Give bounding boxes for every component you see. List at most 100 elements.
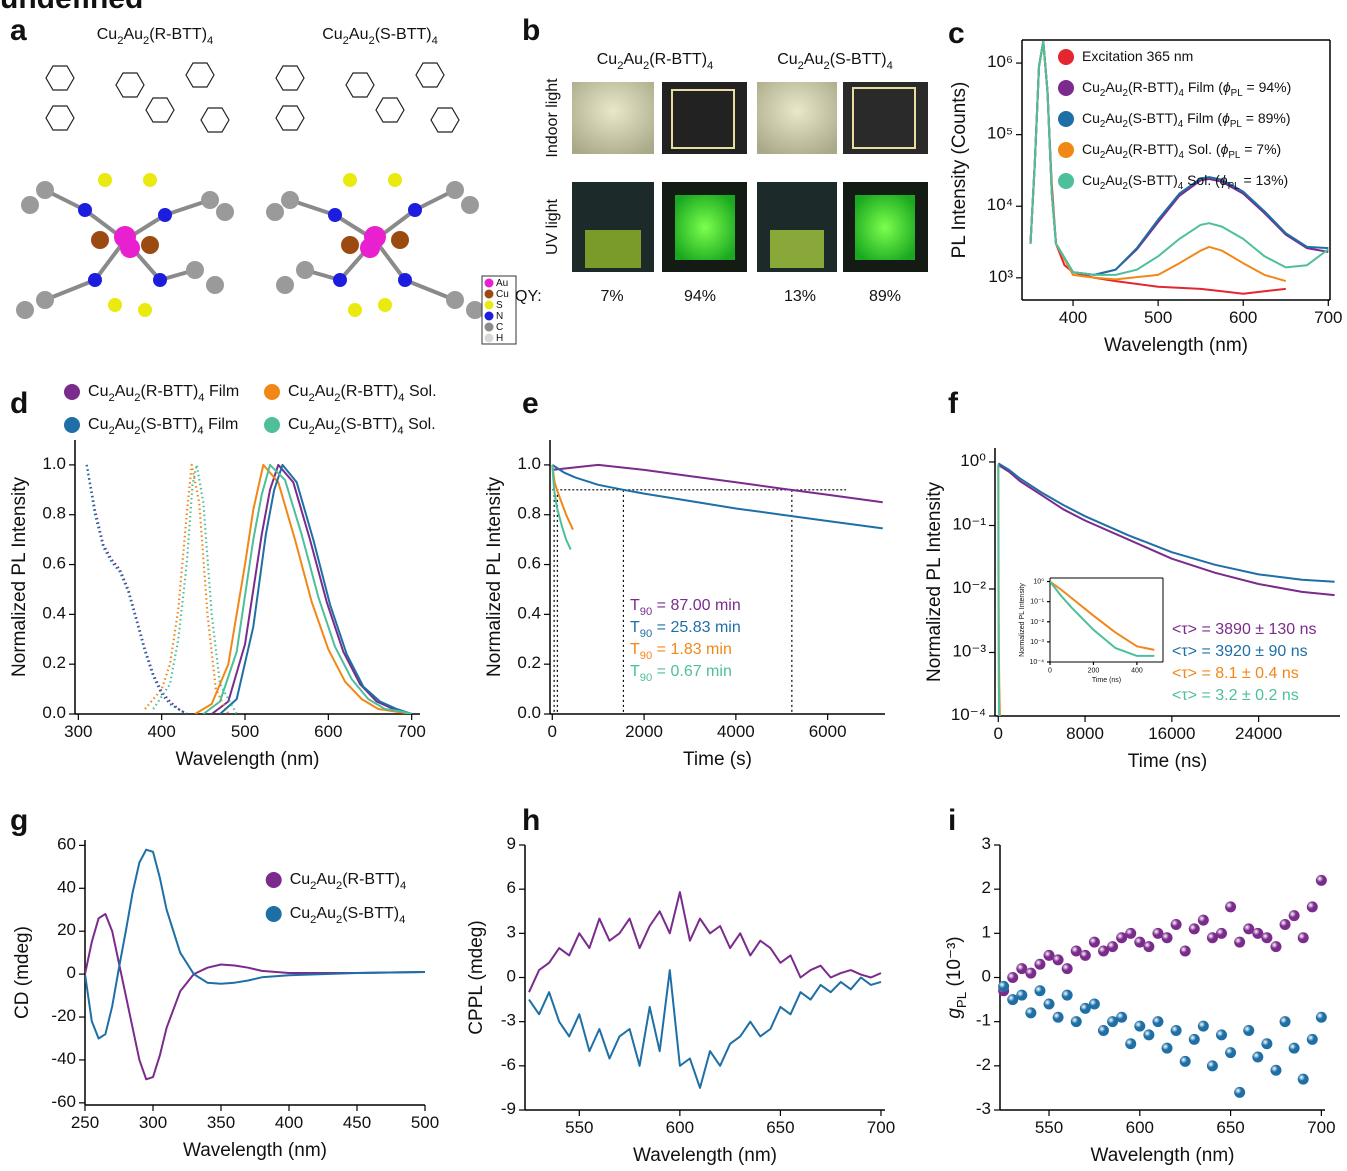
text-part: 4	[887, 60, 893, 72]
x-tick-label: 700	[1314, 308, 1342, 327]
text-part: (S-BTT	[375, 26, 427, 43]
text-part: = 25.83 min	[652, 619, 741, 636]
panel-label: a	[10, 14, 27, 47]
chart-panel: 0 8000 16000 24000 10⁻⁴ 10⁻³ 10⁻² 10⁻¹ 10⁰ Time (…	[924, 448, 1340, 772]
panel-a-art	[14, 62, 517, 345]
legend-marker	[64, 417, 80, 433]
vial-liquid	[585, 230, 641, 268]
text-part: a	[10, 14, 27, 47]
text-part: b	[522, 14, 540, 47]
text-part: 4	[1178, 119, 1184, 130]
x-tick-label: 650	[1216, 1118, 1244, 1137]
data-line	[219, 463, 413, 714]
text-part: CD (mdeg)	[12, 926, 33, 1019]
text-part: 2	[1100, 88, 1105, 99]
photo	[757, 82, 837, 154]
text-part: u	[325, 383, 334, 400]
text-part: = 94%)	[1243, 79, 1292, 95]
legend-label: Excitation 365 nm	[1082, 48, 1193, 64]
x-tick-label: 2000	[625, 722, 663, 741]
ring	[375, 97, 405, 123]
y-tick-label: 0.0	[517, 703, 541, 722]
text-part: 4	[1179, 150, 1185, 161]
text-part: (S-BTT	[1128, 172, 1174, 188]
text-part: 550	[1035, 1118, 1063, 1137]
text-part: )	[202, 26, 207, 43]
y-axis-label: Normalized PL Intensity	[1019, 583, 1026, 657]
text-part: 500	[411, 1113, 439, 1132]
data-point	[1161, 932, 1173, 944]
text-part: ϕ	[1220, 172, 1228, 188]
panel-label: d	[10, 387, 28, 420]
text-part: 2	[108, 392, 114, 404]
text-part: 250	[71, 1113, 99, 1132]
data-point	[1025, 1007, 1037, 1019]
y-tick-label: 10⁻⁴	[1030, 659, 1045, 666]
ring	[415, 62, 445, 88]
text-part: )	[393, 383, 398, 400]
text-part: 300	[139, 1113, 167, 1132]
text-part: 700	[867, 1118, 895, 1137]
text-part: ϕ	[1221, 141, 1229, 157]
text-part: A	[1105, 110, 1115, 126]
data-point	[1234, 1086, 1246, 1098]
text-part: A	[1105, 172, 1115, 188]
data-point	[1270, 1064, 1282, 1076]
data-point	[1052, 1011, 1064, 1023]
annotation: T90 = 25.83 min	[630, 619, 741, 640]
chart-panel: 550 600 650 700 -9 -6 -3 0 3 6 9 Wavelength (nm) CPP…	[466, 834, 895, 1166]
panel-b-photos	[572, 82, 928, 272]
text-part: -40	[51, 1049, 76, 1068]
text-part: 400	[1059, 308, 1087, 327]
text-part: C	[290, 871, 302, 888]
text-part: Time (ns)	[1092, 677, 1121, 684]
text-part: 10³	[988, 267, 1013, 286]
y-tick-label: 1	[982, 923, 991, 942]
data-point	[1179, 1055, 1191, 1067]
text-part: 1.0	[42, 454, 66, 473]
atom-legend-label: N	[496, 311, 503, 322]
text-part: u	[789, 51, 798, 68]
text-part: 89%	[869, 288, 901, 305]
legend-label: Cu2Au2(R-BTT)4 Sol.	[288, 383, 437, 404]
text-part: 7%	[600, 288, 623, 305]
data-point	[1279, 1016, 1291, 1028]
data-point	[1043, 949, 1055, 961]
text-part: (R-BTT	[141, 383, 194, 400]
text-part: u	[300, 416, 309, 433]
text-part: 9	[507, 834, 516, 853]
ring	[45, 105, 75, 131]
ring	[430, 107, 460, 133]
text-part: -9	[501, 1099, 516, 1118]
text-part: 0.8	[42, 504, 66, 523]
data-point	[1143, 941, 1155, 953]
text-part: 4	[707, 60, 713, 72]
text-part: Normalized PL Intensity	[9, 477, 30, 677]
text-part: u	[301, 871, 310, 888]
text-part: 90	[640, 650, 652, 662]
y-axis-label: Normalized PL Intensity	[484, 477, 505, 677]
data-point	[1034, 958, 1046, 970]
text-part: 2	[823, 60, 829, 72]
data-point	[1315, 874, 1327, 886]
atom-legend-label: Cu	[496, 289, 509, 300]
data-point	[1152, 1016, 1164, 1028]
legend-label: Cu2Au2(S-BTT)4 Sol. (ϕPL = 13%)	[1082, 172, 1288, 192]
text-part: CPPL (mdeg)	[466, 920, 487, 1034]
y-tick-label: 0	[982, 967, 991, 986]
legend-label: Cu2Au2(R-BTT)4	[290, 871, 407, 892]
text-part: Film	[204, 416, 239, 433]
text-part: A	[123, 26, 134, 43]
text-part: u	[1092, 141, 1100, 157]
data-point	[1315, 1011, 1327, 1023]
y-tick-label: -1	[976, 1011, 991, 1030]
text-part: 90	[640, 672, 652, 684]
text-part: 0	[507, 967, 516, 986]
data-point	[1279, 919, 1291, 930]
data-point	[1007, 972, 1019, 983]
text-part: 600	[666, 1118, 694, 1137]
x-tick-label: 6000	[809, 722, 847, 741]
text-part: -60	[51, 1092, 76, 1111]
text-part: 650	[766, 1118, 794, 1137]
